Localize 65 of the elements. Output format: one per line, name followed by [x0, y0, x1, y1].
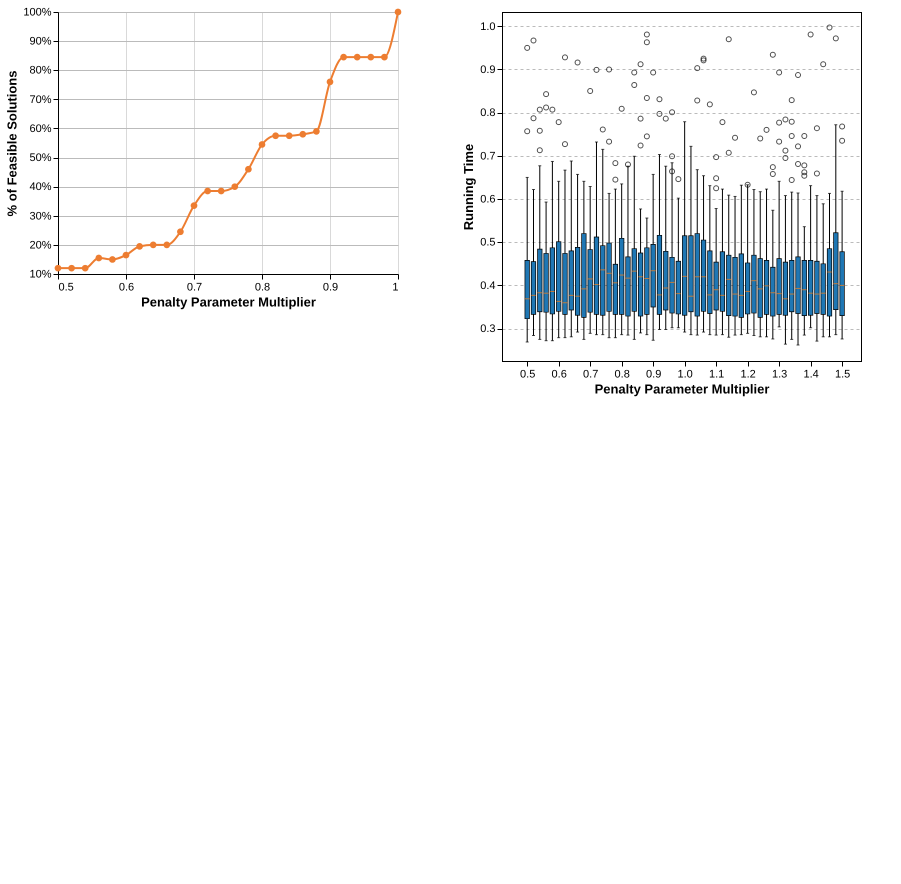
y-tick-label: 60%	[29, 122, 52, 135]
point	[54, 264, 62, 272]
y-tick-label: 100%	[23, 6, 52, 18]
point	[68, 264, 75, 272]
y-tick-label: 40%	[29, 181, 52, 194]
x-tick-label: 0.8	[254, 282, 270, 294]
point	[150, 242, 157, 248]
x-tick-label: 0.8	[614, 368, 630, 380]
y-axis-title: Running Time	[461, 144, 476, 230]
x-tick-label: 1.2	[740, 368, 756, 380]
y-tick-label: 0.6	[480, 194, 496, 206]
point	[340, 54, 347, 60]
x-tick-label: 1.5	[834, 368, 850, 380]
point	[354, 54, 361, 60]
point	[286, 132, 293, 140]
y-tick-label: 10%	[29, 268, 52, 280]
x-tick-label: 0.7	[583, 368, 598, 380]
x-axis-title: Penalty Parameter Multiplier	[594, 382, 770, 396]
point	[190, 202, 198, 209]
y-tick-label: 0.4	[480, 280, 496, 292]
point	[231, 183, 238, 190]
x-tick-label: 0.9	[322, 282, 338, 294]
point	[272, 132, 279, 140]
point	[204, 188, 211, 194]
point	[381, 54, 388, 60]
point	[313, 128, 320, 135]
point	[136, 242, 143, 250]
point	[163, 242, 170, 248]
x-tick-label: 1.0	[678, 368, 693, 380]
point	[299, 130, 306, 138]
point	[122, 252, 130, 258]
point	[177, 228, 184, 236]
point	[95, 254, 102, 262]
point	[258, 141, 266, 148]
y-tick-label: 0.8	[480, 107, 496, 120]
x-tick-label: 1.3	[772, 368, 788, 380]
y-tick-label: 0.5	[480, 236, 496, 249]
point	[109, 256, 116, 263]
x-axis-title: Penalty Parameter Multiplier	[141, 294, 316, 310]
x-tick-label: 1.1	[708, 368, 724, 380]
y-tick-label: 80%	[29, 64, 52, 77]
point	[245, 166, 252, 173]
point	[394, 8, 402, 16]
x-tick-label: 0.9	[646, 368, 662, 380]
y-tick-label: 20%	[29, 239, 52, 252]
y-tick-label: 70%	[29, 94, 52, 106]
point	[367, 54, 374, 60]
y-tick-label: 1.0	[480, 20, 496, 33]
y-tick-label: 0.9	[480, 64, 496, 76]
x-tick-label: 0.5	[520, 368, 536, 380]
point	[82, 264, 89, 272]
y-tick-label: 30%	[29, 210, 52, 222]
y-tick-label: 90%	[29, 36, 52, 48]
x-tick-label: 1	[392, 282, 398, 294]
y-axis-title: % of Feasible Solutions	[4, 70, 20, 216]
x-tick-label: 0.6	[552, 368, 567, 380]
point	[218, 188, 225, 194]
x-tick-label: 0.5	[58, 282, 74, 294]
y-tick-label: 0.3	[480, 323, 496, 336]
y-tick-label: 50%	[29, 152, 52, 164]
x-tick-label: 0.6	[118, 282, 134, 294]
x-tick-label: 1.4	[803, 368, 819, 380]
point	[326, 78, 334, 86]
y-tick-label: 0.7	[480, 150, 496, 162]
x-tick-label: 0.7	[186, 282, 202, 294]
